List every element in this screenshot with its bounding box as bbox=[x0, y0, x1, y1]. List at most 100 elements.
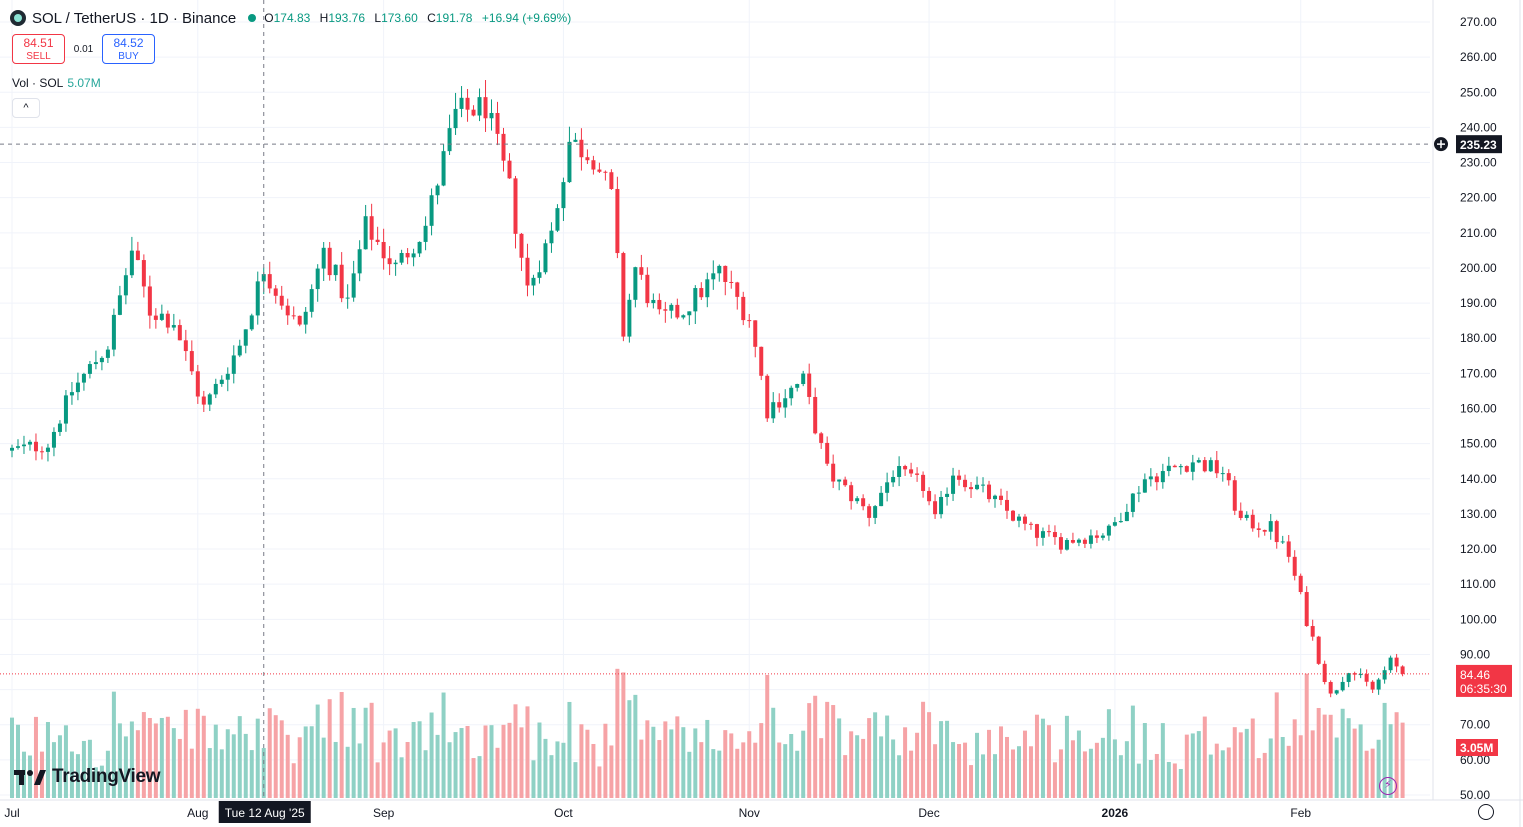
candle-body bbox=[135, 250, 140, 261]
candle-body bbox=[783, 398, 788, 408]
candle-body bbox=[717, 265, 722, 274]
candle-body bbox=[681, 315, 686, 318]
candle-body bbox=[81, 373, 86, 383]
candle-body bbox=[1076, 539, 1081, 543]
volume-bar bbox=[1274, 692, 1279, 798]
candle-body bbox=[423, 225, 428, 242]
price-tick-label: 50.00 bbox=[1460, 788, 1490, 802]
volume-bar bbox=[447, 742, 452, 798]
volume-bar bbox=[423, 750, 428, 798]
volume-label[interactable]: Vol · SOL bbox=[12, 76, 64, 90]
volume-bar bbox=[1070, 740, 1075, 798]
volume-bar bbox=[603, 723, 608, 798]
last-price-label: 84.46 bbox=[1460, 668, 1490, 682]
time-axis[interactable]: Jul Aug Sep Oct Nov Dec 2026 Feb Tue 12 Aug '25 bbox=[0, 799, 1523, 823]
candle-body bbox=[903, 466, 908, 470]
price-axis[interactable]: 270.00 260.00 250.00 240.00 230.00 220.00 210.… bbox=[1432, 0, 1523, 827]
volume-bar bbox=[909, 750, 914, 798]
lightning-icon[interactable]: ⚡ bbox=[1379, 777, 1397, 795]
candle-body bbox=[1040, 531, 1045, 538]
candle-body bbox=[825, 442, 830, 464]
candle-body bbox=[1238, 510, 1243, 518]
volume-bar bbox=[879, 736, 884, 798]
volume-bar bbox=[171, 728, 176, 798]
candle-body bbox=[1082, 539, 1087, 544]
candle-body bbox=[243, 329, 248, 346]
volume-bar bbox=[813, 695, 818, 798]
candle-body bbox=[891, 476, 896, 483]
time-tick-label: Oct bbox=[554, 806, 573, 820]
volume-bar bbox=[45, 722, 50, 798]
tradingview-logo-text: TradingView bbox=[52, 766, 161, 787]
candle-body bbox=[1124, 511, 1129, 522]
volume-bar bbox=[465, 726, 470, 798]
buy-button[interactable]: 84.52 BUY bbox=[102, 34, 155, 64]
candle-body bbox=[1250, 514, 1255, 529]
volume-bar bbox=[411, 722, 416, 798]
price-tick-label: 250.00 bbox=[1460, 85, 1497, 99]
candle-body bbox=[1202, 460, 1207, 472]
candle-body bbox=[501, 133, 506, 161]
candle-body bbox=[1064, 540, 1069, 550]
candle-body bbox=[1400, 666, 1405, 674]
volume-bar bbox=[1256, 758, 1261, 798]
volume-bar bbox=[1244, 728, 1249, 798]
volume-bar bbox=[387, 730, 392, 798]
symbol-title[interactable]: SOL / TetherUS · 1D · Binance bbox=[32, 9, 237, 27]
candle-body bbox=[945, 493, 950, 497]
volume-bar bbox=[1178, 768, 1183, 798]
volume-bar bbox=[555, 741, 560, 798]
volume-bar bbox=[1208, 754, 1213, 798]
candle-body bbox=[291, 315, 296, 317]
candle-body bbox=[639, 267, 644, 275]
volume-bar bbox=[273, 715, 278, 798]
candle-body bbox=[1346, 673, 1351, 682]
candle-body bbox=[303, 311, 308, 325]
volume-bar bbox=[117, 723, 122, 798]
volume-bar bbox=[1262, 752, 1267, 798]
volume-bar bbox=[1286, 745, 1291, 798]
candle-body bbox=[1262, 529, 1267, 532]
candle-body bbox=[1310, 626, 1315, 637]
volume-bar bbox=[1028, 746, 1033, 798]
volume-bar bbox=[657, 740, 662, 798]
candle-body bbox=[171, 325, 176, 328]
candle-body bbox=[117, 295, 122, 315]
crosshair-date-badge bbox=[218, 801, 311, 823]
candle-body bbox=[1256, 528, 1261, 530]
volume-bar bbox=[801, 730, 806, 798]
volume-bar bbox=[471, 758, 476, 798]
volume-bar bbox=[627, 700, 632, 798]
high-value: 193.76 bbox=[328, 11, 366, 25]
candle-body bbox=[831, 463, 836, 482]
volume-bar bbox=[1118, 755, 1123, 798]
candle-body bbox=[1364, 674, 1369, 682]
candle-body bbox=[879, 492, 884, 507]
volume-bar bbox=[1190, 733, 1195, 798]
volume-bar bbox=[651, 726, 656, 798]
volume-bar bbox=[9, 717, 14, 798]
candle-body bbox=[327, 247, 332, 276]
candle-body bbox=[987, 484, 992, 500]
volume-bar bbox=[591, 743, 596, 798]
volume-bar bbox=[1064, 715, 1069, 798]
candle-body bbox=[1118, 521, 1123, 523]
candle-body bbox=[651, 299, 656, 304]
volume-bar bbox=[849, 731, 854, 798]
candle-body bbox=[1070, 540, 1075, 543]
volume-bar bbox=[1106, 709, 1111, 798]
gear-icon[interactable] bbox=[1478, 804, 1494, 820]
price-tick-label: 230.00 bbox=[1460, 156, 1497, 170]
candle-body bbox=[909, 469, 914, 474]
volume-value: 5.07M bbox=[67, 76, 101, 90]
volume-bar bbox=[867, 718, 872, 798]
volume-bar bbox=[1298, 735, 1303, 798]
volume-bar bbox=[483, 725, 488, 798]
candle-body bbox=[993, 495, 998, 500]
candle-body bbox=[1136, 492, 1141, 494]
tradingview-logo[interactable]: TradingView bbox=[14, 766, 161, 788]
sell-button[interactable]: 84.51 SELL bbox=[12, 34, 65, 64]
chevron-up-icon[interactable]: ^ bbox=[12, 98, 40, 118]
candle-body bbox=[159, 313, 164, 320]
